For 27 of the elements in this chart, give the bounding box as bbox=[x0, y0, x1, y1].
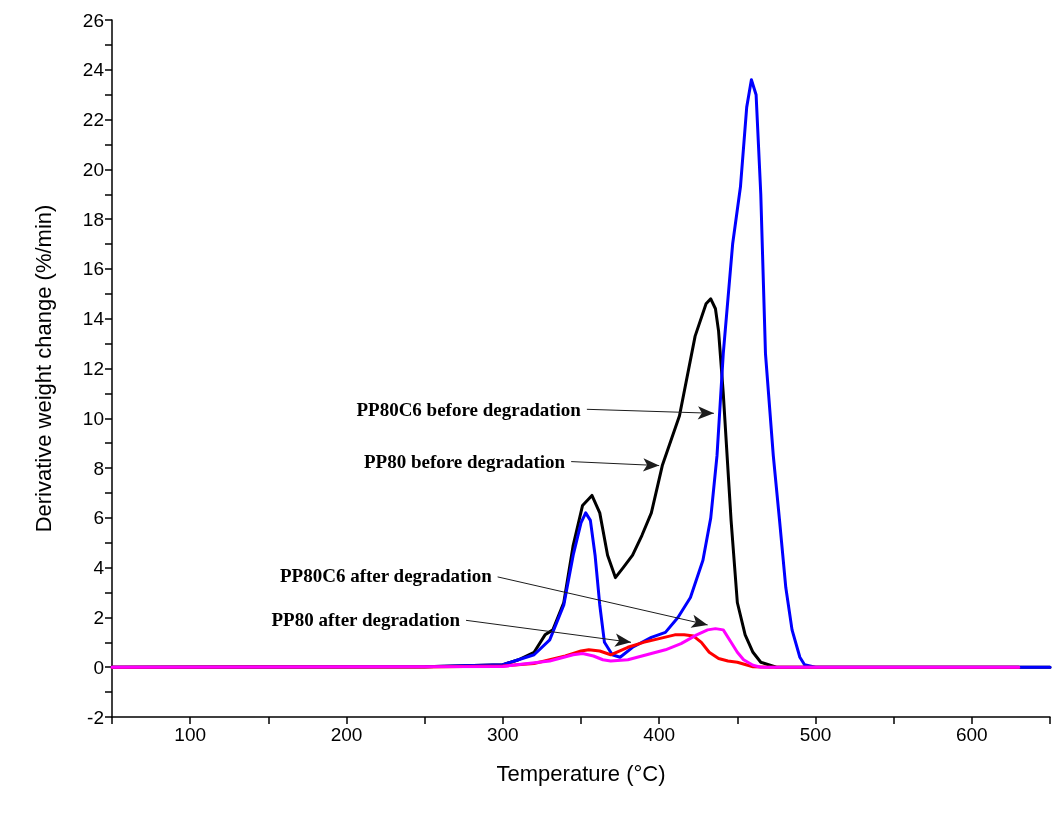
x-tick-label: 400 bbox=[643, 724, 676, 745]
x-tick-label: 100 bbox=[174, 724, 207, 745]
y-tick-label: 6 bbox=[93, 507, 104, 529]
y-tick-label: 0 bbox=[93, 656, 104, 678]
y-tick-label: 2 bbox=[93, 606, 104, 628]
x-tick-label: 300 bbox=[486, 724, 519, 745]
x-tick-label: 500 bbox=[799, 724, 832, 745]
y-tick-label: 20 bbox=[82, 158, 104, 180]
y-tick-label: 8 bbox=[93, 457, 104, 479]
y-tick-label: -2 bbox=[87, 706, 104, 728]
y-tick-label: 26 bbox=[82, 9, 104, 31]
annotation: PP80C6 after degradation bbox=[279, 565, 493, 587]
annotation: PP80C6 before degradation bbox=[356, 398, 582, 420]
y-tick-label: 12 bbox=[82, 358, 104, 379]
y-tick-label: 22 bbox=[82, 109, 104, 131]
y-tick-label: 18 bbox=[82, 208, 104, 230]
y-tick-label: 16 bbox=[82, 258, 104, 280]
x-tick-label: 200 bbox=[330, 724, 363, 745]
annotation: PP80 before degradation bbox=[363, 450, 566, 472]
y-axis-title: Derivative weight change (%/min) bbox=[30, 204, 56, 533]
y-tick-label: 10 bbox=[82, 407, 104, 429]
x-axis-title: Temperature (°C) bbox=[496, 760, 666, 786]
y-tick-label: 14 bbox=[82, 308, 105, 330]
y-tick-label: 24 bbox=[82, 59, 105, 81]
annotation: PP80 after degradation bbox=[271, 609, 461, 631]
y-tick-label: 4 bbox=[93, 557, 105, 579]
x-tick-label: 600 bbox=[955, 724, 988, 745]
